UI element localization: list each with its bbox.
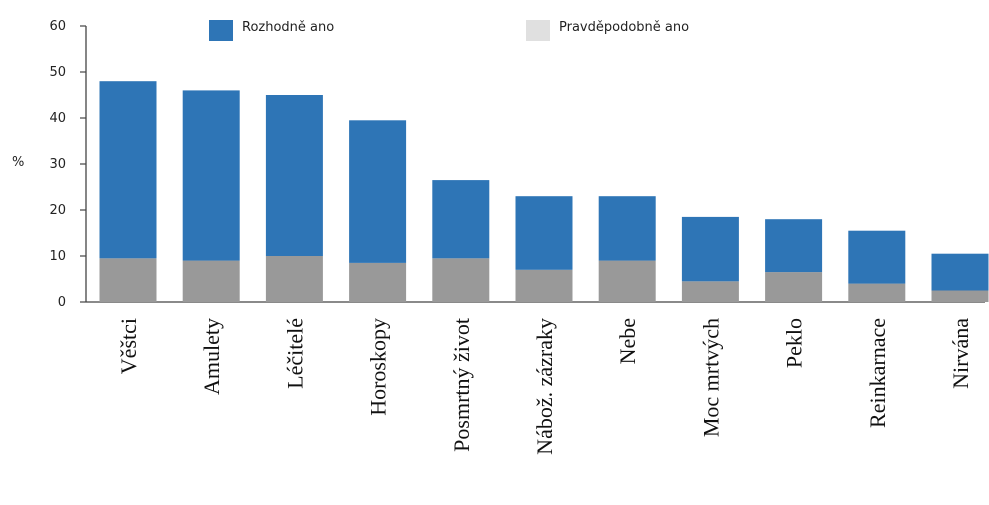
x-category-label: Posmrtný život <box>449 318 474 452</box>
bars <box>99 81 989 302</box>
category-labels: Věštci Amulety Léčitelé Horoskopy Posmrtný ž… <box>116 318 973 455</box>
y-tick-label: 50 <box>49 65 66 80</box>
bar-segment-rozhodne <box>515 196 573 270</box>
bar-segment-pravdepodobne <box>848 283 906 302</box>
x-category-label: Peklo <box>782 318 807 368</box>
x-category-label: Nirvána <box>948 318 973 389</box>
bar-segment-pravdepodobne <box>598 260 656 302</box>
x-category-label: Léčitelé <box>282 318 307 389</box>
bar-segment-rozhodne <box>99 81 157 259</box>
bar-segment-pravdepodobne <box>515 269 573 302</box>
y-tick-label: 30 <box>49 157 66 172</box>
bar-segment-pravdepodobne <box>349 262 407 302</box>
bar-segment-rozhodne <box>349 120 407 263</box>
y-tick-label: 10 <box>49 249 66 264</box>
bar-segment-pravdepodobne <box>765 272 823 302</box>
bar-segment-rozhodne <box>765 219 823 273</box>
legend-swatch-rozhodne <box>209 20 233 41</box>
bar-segment-rozhodne <box>432 180 490 259</box>
bar-segment-rozhodne <box>182 90 240 261</box>
y-axis-label: % <box>12 155 24 170</box>
legend-label-rozhodne: Rozhodně ano <box>242 20 334 35</box>
y-tick-label: 20 <box>49 203 66 218</box>
x-category-label: Nebe <box>615 318 640 364</box>
bar-segment-rozhodne <box>681 216 739 282</box>
bar-segment-rozhodne <box>848 230 906 284</box>
bar-segment-pravdepodobne <box>931 290 989 302</box>
x-category-label: Moc mrtvých <box>698 318 723 437</box>
legend: Rozhodně ano Pravděpodobně ano <box>209 20 689 41</box>
y-tick-label: 0 <box>58 295 66 310</box>
y-tick-label: 60 <box>49 19 66 34</box>
bar-segment-pravdepodobne <box>182 260 240 302</box>
x-category-label: Horoskopy <box>366 318 391 416</box>
bar-segment-rozhodne <box>265 95 323 256</box>
x-category-label: Věštci <box>116 318 141 374</box>
bar-segment-pravdepodobne <box>681 281 739 302</box>
bar-segment-rozhodne <box>598 196 656 261</box>
x-category-label: Reinkarnace <box>865 318 890 428</box>
y-tick-label: 40 <box>49 111 66 126</box>
x-category-label: Nábož. zázraky <box>532 318 557 455</box>
bar-segment-pravdepodobne <box>99 258 157 302</box>
legend-swatch-pravdepodobne <box>526 20 550 41</box>
bar-segment-pravdepodobne <box>265 256 323 302</box>
legend-label-pravdepodobne: Pravděpodobně ano <box>559 20 689 35</box>
bar-segment-pravdepodobne <box>432 258 490 302</box>
bar-segment-rozhodne <box>931 253 989 291</box>
x-category-label: Amulety <box>199 318 224 395</box>
